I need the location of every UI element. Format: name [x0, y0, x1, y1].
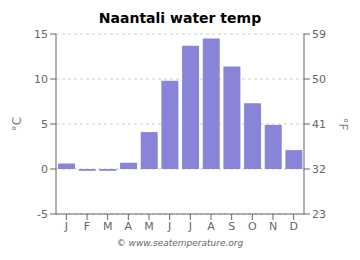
svg-text:°F: °F — [336, 118, 350, 131]
svg-text:5: 5 — [41, 118, 48, 131]
svg-text:D: D — [289, 220, 297, 233]
svg-text:10: 10 — [34, 73, 48, 86]
svg-text:A: A — [125, 220, 133, 233]
svg-text:N: N — [269, 220, 277, 233]
svg-text:50: 50 — [312, 73, 326, 86]
svg-text:O: O — [248, 220, 257, 233]
svg-text:J: J — [167, 220, 171, 233]
svg-text:59: 59 — [312, 28, 326, 41]
svg-text:M: M — [144, 220, 154, 233]
svg-text:°C: °C — [10, 117, 24, 131]
html-text:Naantali water temp: Naantali water temp — [98, 10, 262, 26]
svg-text:F: F — [84, 220, 90, 233]
svg-text:J: J — [64, 220, 68, 233]
svg-text:32: 32 — [312, 163, 326, 176]
svg-text:A: A — [207, 220, 215, 233]
svg-text:S: S — [228, 220, 235, 233]
svg-text:41: 41 — [312, 118, 326, 131]
svg-text:J: J — [188, 220, 192, 233]
html-text:© www.seatemperature.org: © www.seatemperature.org — [116, 238, 244, 248]
svg-text:23: 23 — [312, 208, 326, 221]
svg-text:M: M — [103, 220, 113, 233]
svg-text:15: 15 — [34, 28, 48, 41]
svg-text:0: 0 — [41, 163, 48, 176]
svg-text:-5: -5 — [37, 208, 48, 221]
